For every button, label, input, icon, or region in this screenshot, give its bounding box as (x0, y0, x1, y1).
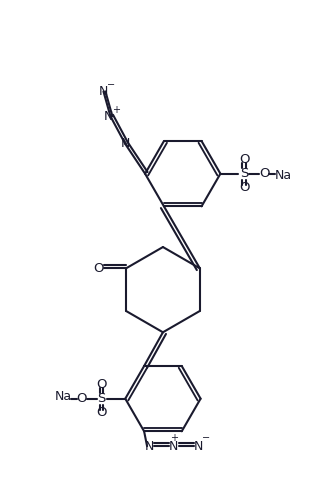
Text: O: O (259, 167, 269, 180)
Text: N: N (121, 137, 130, 150)
Text: N: N (144, 440, 154, 453)
Text: S: S (97, 392, 106, 405)
Text: Na: Na (274, 169, 291, 182)
Text: −: − (107, 80, 115, 91)
Text: N: N (99, 85, 108, 98)
Text: N: N (194, 440, 203, 453)
Text: N: N (104, 110, 113, 123)
Text: O: O (239, 153, 249, 166)
Text: O: O (239, 181, 249, 194)
Text: Na: Na (54, 390, 72, 403)
Text: O: O (93, 262, 104, 275)
Text: O: O (77, 392, 87, 405)
Text: −: − (202, 433, 210, 443)
Text: N: N (169, 440, 179, 453)
Text: O: O (96, 378, 107, 391)
Text: +: + (170, 433, 178, 443)
Text: O: O (96, 406, 107, 419)
Text: +: + (112, 105, 120, 115)
Text: S: S (240, 167, 248, 180)
